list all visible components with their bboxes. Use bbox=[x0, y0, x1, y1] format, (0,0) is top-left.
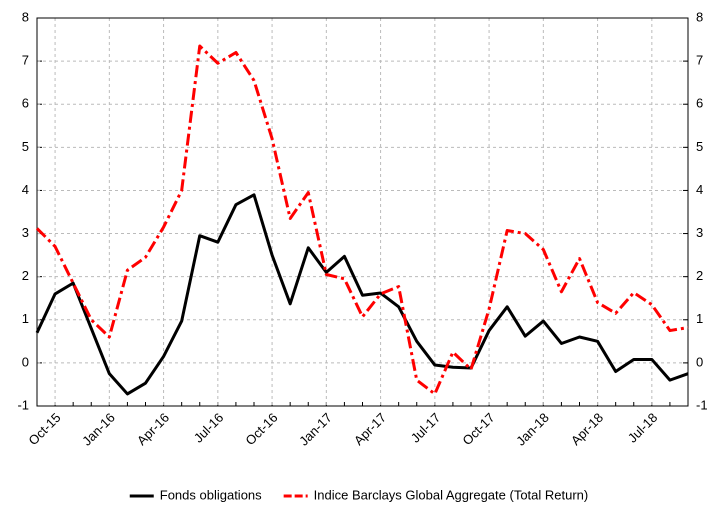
x-tick-label: Apr-16 bbox=[134, 410, 172, 448]
legend-item: Indice Barclays Global Aggregate (Total … bbox=[283, 487, 589, 502]
x-tick-label: Jul-16 bbox=[191, 410, 227, 446]
y-tick-label: 3 bbox=[22, 225, 29, 240]
x-tick-label: Jul-17 bbox=[408, 410, 444, 446]
series-line bbox=[35, 193, 689, 396]
y2-tick-label: 5 bbox=[696, 139, 703, 154]
legend-label: Indice Barclays Global Aggregate (Total … bbox=[314, 487, 589, 502]
y-tick-label: 1 bbox=[22, 311, 29, 326]
y-tick-label: 2 bbox=[22, 268, 29, 283]
x-tick-label: Oct-15 bbox=[25, 410, 63, 448]
plot-frame bbox=[36, 17, 689, 407]
y2-tick-label: 1 bbox=[696, 311, 703, 326]
y2-tick-label: 6 bbox=[696, 96, 703, 111]
y-tick-label: 5 bbox=[22, 139, 29, 154]
y-tick-label: 7 bbox=[22, 53, 29, 68]
y-tick-label: 6 bbox=[22, 96, 29, 111]
x-tick-label: Apr-18 bbox=[568, 410, 606, 448]
legend-label: Fonds obligations bbox=[160, 487, 262, 502]
x-tick-label: Jan-16 bbox=[79, 410, 118, 449]
y-tick-label: 4 bbox=[22, 182, 29, 197]
y2-tick-label: 4 bbox=[696, 182, 703, 197]
y-tick-label: 8 bbox=[22, 9, 29, 24]
y2-tick-label: 0 bbox=[696, 354, 703, 369]
y-tick-label: -1 bbox=[17, 397, 29, 412]
x-tick-label: Jan-17 bbox=[296, 410, 335, 449]
x-tick-label: Oct-17 bbox=[459, 410, 497, 448]
x-tick-label: Jul-18 bbox=[625, 410, 661, 446]
series-line bbox=[35, 44, 689, 396]
y2-tick-label: 3 bbox=[696, 225, 703, 240]
y2-tick-label: 7 bbox=[696, 53, 703, 68]
y2-tick-label: 2 bbox=[696, 268, 703, 283]
x-tick-label: Apr-17 bbox=[351, 410, 389, 448]
y2-tick-label: 8 bbox=[696, 9, 703, 24]
y-tick-label: 0 bbox=[22, 354, 29, 369]
legend-item: Fonds obligations bbox=[129, 487, 262, 502]
x-tick-label: Oct-16 bbox=[242, 410, 280, 448]
y2-tick-label: -1 bbox=[696, 397, 708, 412]
x-tick-label: Jan-18 bbox=[513, 410, 552, 449]
